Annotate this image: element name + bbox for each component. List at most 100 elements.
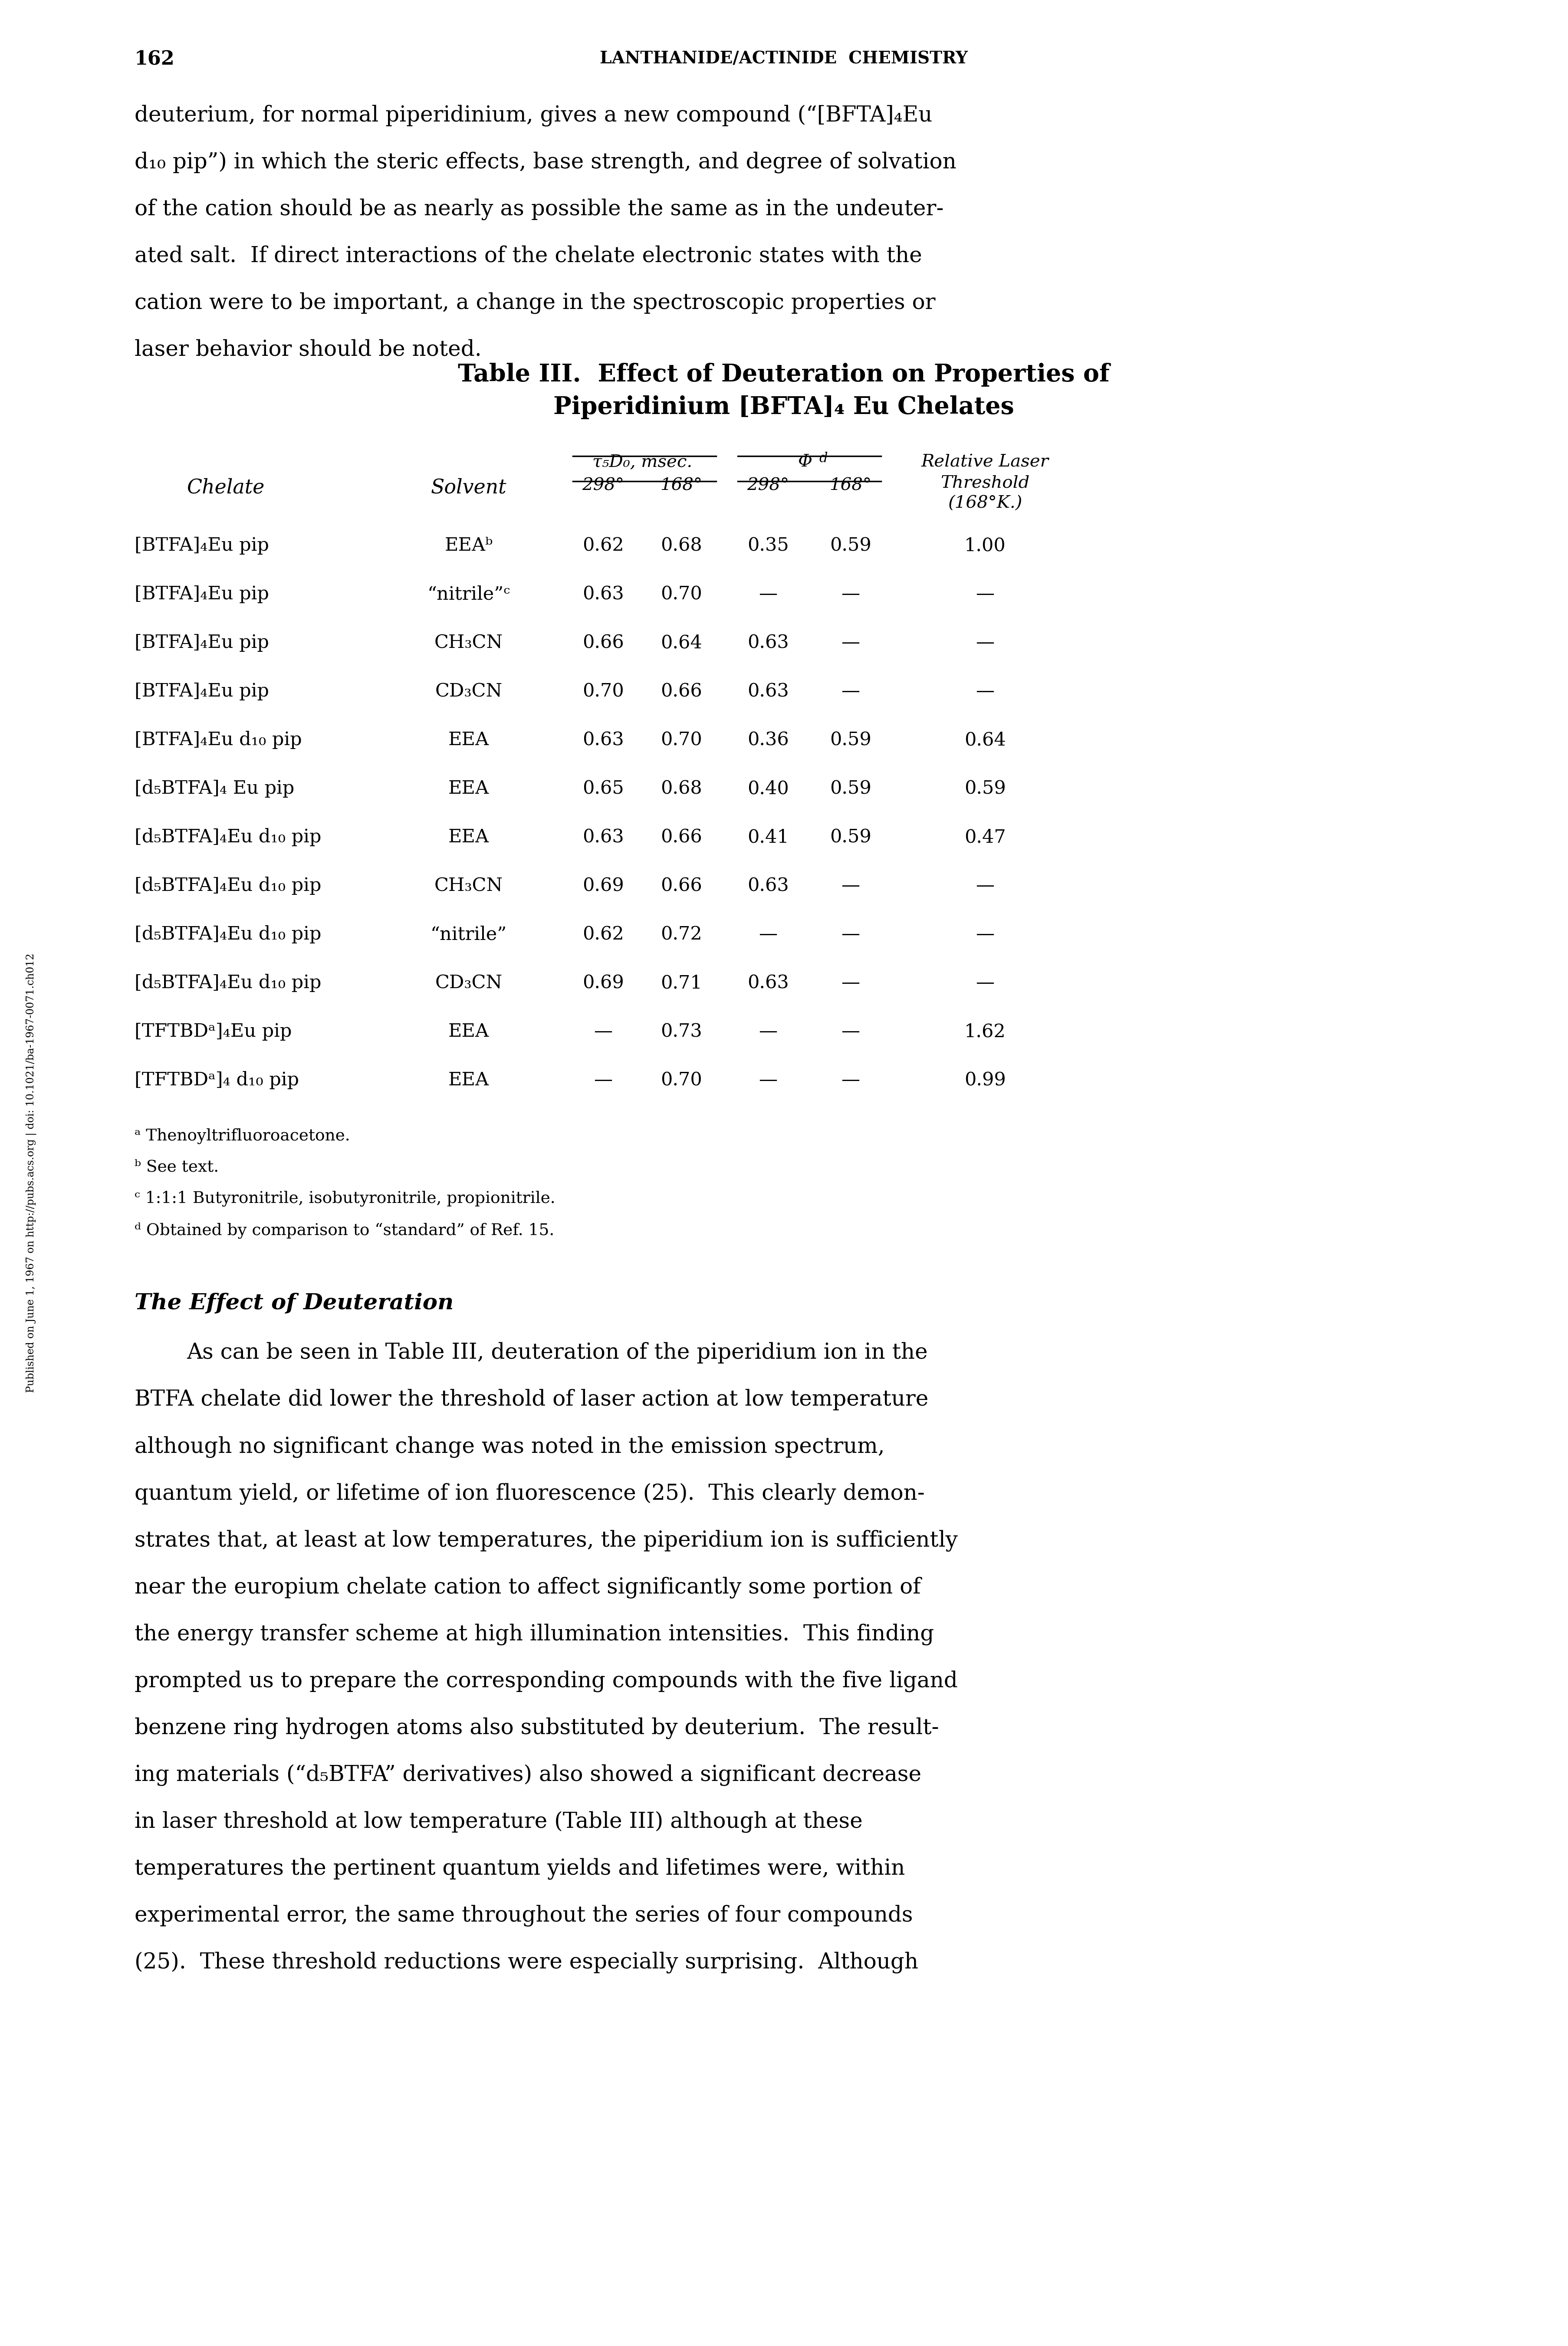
Text: 0.68: 0.68	[660, 537, 702, 554]
Text: [TFTBDᵃ]₄ d₁₀ pip: [TFTBDᵃ]₄ d₁₀ pip	[135, 1072, 299, 1089]
Text: 0.41: 0.41	[748, 828, 789, 847]
Text: 0.40: 0.40	[748, 779, 789, 798]
Text: —: —	[759, 1072, 778, 1089]
Text: —: —	[842, 974, 859, 992]
Text: —: —	[842, 683, 859, 701]
Text: EEA: EEA	[448, 732, 489, 748]
Text: —: —	[759, 1023, 778, 1042]
Text: of the cation should be as nearly as possible the same as in the undeuter-: of the cation should be as nearly as pos…	[135, 199, 944, 221]
Text: cation were to be important, a change in the spectroscopic properties or: cation were to be important, a change in…	[135, 291, 936, 314]
Text: 0.66: 0.66	[660, 828, 702, 847]
Text: Published on June 1, 1967 on http://pubs.acs.org | doi: 10.1021/ba-1967-0071.ch0: Published on June 1, 1967 on http://pubs…	[27, 952, 36, 1394]
Text: 0.59: 0.59	[829, 828, 872, 847]
Text: —: —	[842, 1072, 859, 1089]
Text: 0.68: 0.68	[660, 779, 702, 798]
Text: 0.65: 0.65	[582, 779, 624, 798]
Text: —: —	[975, 877, 994, 894]
Text: 0.69: 0.69	[582, 877, 624, 894]
Text: 0.59: 0.59	[964, 779, 1007, 798]
Text: 1.00: 1.00	[964, 537, 1007, 554]
Text: in laser threshold at low temperature (Table III) although at these: in laser threshold at low temperature (T…	[135, 1811, 862, 1832]
Text: 0.47: 0.47	[964, 828, 1007, 847]
Text: EEA: EEA	[448, 779, 489, 798]
Text: 0.70: 0.70	[582, 683, 624, 701]
Text: experimental error, the same throughout the series of four compounds: experimental error, the same throughout …	[135, 1905, 913, 1926]
Text: benzene ring hydrogen atoms also substituted by deuterium.  The result-: benzene ring hydrogen atoms also substit…	[135, 1717, 939, 1738]
Text: τ₅D₀, msec.: τ₅D₀, msec.	[593, 453, 691, 469]
Text: Table III.  Effect of Deuteration on Properties of: Table III. Effect of Deuteration on Prop…	[458, 364, 1110, 387]
Text: Chelate: Chelate	[187, 479, 265, 497]
Text: CD₃CN: CD₃CN	[434, 974, 502, 992]
Text: 298°: 298°	[582, 479, 624, 495]
Text: 0.36: 0.36	[748, 732, 789, 748]
Text: d₁₀ pip”) in which the steric effects, base strength, and degree of solvation: d₁₀ pip”) in which the steric effects, b…	[135, 152, 956, 174]
Text: (168°K.): (168°K.)	[949, 495, 1022, 511]
Text: [d₅BTFA]₄Eu d₁₀ pip: [d₅BTFA]₄Eu d₁₀ pip	[135, 877, 321, 894]
Text: 0.35: 0.35	[748, 537, 789, 554]
Text: Piperidinium [BFTA]₄ Eu Chelates: Piperidinium [BFTA]₄ Eu Chelates	[554, 396, 1014, 420]
Text: —: —	[842, 584, 859, 603]
Text: 1.62: 1.62	[964, 1023, 1007, 1042]
Text: —: —	[842, 924, 859, 943]
Text: 0.62: 0.62	[582, 924, 624, 943]
Text: The Effect of Deuteration: The Effect of Deuteration	[135, 1293, 453, 1314]
Text: —: —	[842, 633, 859, 652]
Text: CH₃CN: CH₃CN	[434, 877, 503, 894]
Text: EEA: EEA	[448, 1023, 489, 1042]
Text: deuterium, for normal piperidinium, gives a new compound (“[BFTA]₄Eu: deuterium, for normal piperidinium, give…	[135, 106, 933, 127]
Text: As can be seen in Table III, deuteration of the piperidium ion in the: As can be seen in Table III, deuteration…	[187, 1342, 928, 1363]
Text: —: —	[842, 877, 859, 894]
Text: Relative Laser: Relative Laser	[922, 453, 1049, 469]
Text: LANTHANIDE/ACTINIDE  CHEMISTRY: LANTHANIDE/ACTINIDE CHEMISTRY	[601, 49, 967, 66]
Text: [TFTBDᵃ]₄Eu pip: [TFTBDᵃ]₄Eu pip	[135, 1023, 292, 1042]
Text: ᵃ Thenoyltrifluoroacetone.: ᵃ Thenoyltrifluoroacetone.	[135, 1128, 350, 1145]
Text: the energy transfer scheme at high illumination intensities.  This finding: the energy transfer scheme at high illum…	[135, 1623, 935, 1645]
Text: 0.63: 0.63	[582, 828, 624, 847]
Text: CH₃CN: CH₃CN	[434, 633, 503, 652]
Text: [BTFA]₄Eu pip: [BTFA]₄Eu pip	[135, 683, 270, 701]
Text: 0.70: 0.70	[660, 732, 702, 748]
Text: 0.59: 0.59	[829, 537, 872, 554]
Text: 0.69: 0.69	[582, 974, 624, 992]
Text: [d₅BTFA]₄Eu d₁₀ pip: [d₅BTFA]₄Eu d₁₀ pip	[135, 924, 321, 943]
Text: [BTFA]₄Eu pip: [BTFA]₄Eu pip	[135, 584, 270, 603]
Text: d: d	[818, 453, 828, 465]
Text: 0.62: 0.62	[582, 537, 624, 554]
Text: strates that, at least at low temperatures, the piperidium ion is sufficiently: strates that, at least at low temperatur…	[135, 1530, 958, 1551]
Text: 0.59: 0.59	[829, 732, 872, 748]
Text: ᶜ 1:1:1 Butyronitrile, isobutyronitrile, propionitrile.: ᶜ 1:1:1 Butyronitrile, isobutyronitrile,…	[135, 1192, 555, 1206]
Text: 0.64: 0.64	[660, 633, 702, 652]
Text: 0.99: 0.99	[964, 1072, 1007, 1089]
Text: EEA: EEA	[448, 1072, 489, 1089]
Text: [d₅BTFA]₄Eu d₁₀ pip: [d₅BTFA]₄Eu d₁₀ pip	[135, 974, 321, 992]
Text: [d₅BTFA]₄ Eu pip: [d₅BTFA]₄ Eu pip	[135, 779, 295, 798]
Text: 0.63: 0.63	[748, 974, 789, 992]
Text: (25).  These threshold reductions were especially surprising.  Although: (25). These threshold reductions were es…	[135, 1952, 919, 1973]
Text: near the europium chelate cation to affect significantly some portion of: near the europium chelate cation to affe…	[135, 1577, 920, 1598]
Text: Φ: Φ	[798, 453, 812, 469]
Text: Solvent: Solvent	[431, 479, 506, 497]
Text: [BTFA]₄Eu pip: [BTFA]₄Eu pip	[135, 537, 270, 554]
Text: —: —	[594, 1072, 613, 1089]
Text: 162: 162	[135, 49, 174, 68]
Text: ᵇ See text.: ᵇ See text.	[135, 1159, 220, 1175]
Text: —: —	[842, 1023, 859, 1042]
Text: laser behavior should be noted.: laser behavior should be noted.	[135, 338, 481, 361]
Text: quantum yield, or lifetime of ion fluorescence (25).  This clearly demon-: quantum yield, or lifetime of ion fluore…	[135, 1483, 925, 1504]
Text: Threshold: Threshold	[941, 474, 1030, 490]
Text: 168°: 168°	[829, 479, 872, 495]
Text: “nitrile”: “nitrile”	[431, 924, 506, 943]
Text: prompted us to prepare the corresponding compounds with the five ligand: prompted us to prepare the corresponding…	[135, 1670, 958, 1691]
Text: —: —	[594, 1023, 613, 1042]
Text: although no significant change was noted in the emission spectrum,: although no significant change was noted…	[135, 1436, 884, 1457]
Text: —: —	[975, 633, 994, 652]
Text: 0.59: 0.59	[829, 779, 872, 798]
Text: “nitrile”ᶜ: “nitrile”ᶜ	[426, 584, 510, 603]
Text: [BTFA]₄Eu d₁₀ pip: [BTFA]₄Eu d₁₀ pip	[135, 732, 303, 748]
Text: temperatures the pertinent quantum yields and lifetimes were, within: temperatures the pertinent quantum yield…	[135, 1858, 905, 1879]
Text: BTFA chelate did lower the threshold of laser action at low temperature: BTFA chelate did lower the threshold of …	[135, 1389, 928, 1410]
Text: 0.63: 0.63	[748, 633, 789, 652]
Text: 0.66: 0.66	[582, 633, 624, 652]
Text: 0.70: 0.70	[660, 584, 702, 603]
Text: 0.73: 0.73	[660, 1023, 702, 1042]
